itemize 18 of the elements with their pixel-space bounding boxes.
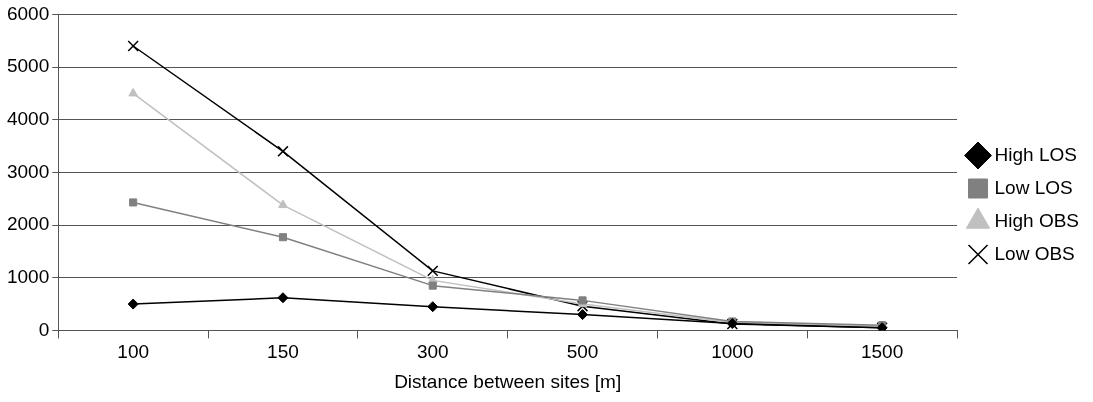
legend-label: Low OBS	[994, 242, 1075, 264]
x-tick-label: 100	[117, 341, 150, 363]
y-tick-label: 3000	[6, 160, 50, 182]
x-axis-title: Distance between sites [m]	[394, 370, 622, 392]
x-tick-label: 500	[566, 341, 599, 363]
y-tick-label: 6000	[6, 2, 50, 24]
legend-label: High LOS	[994, 143, 1077, 165]
x-tick-label: 150	[267, 341, 299, 363]
legend-label: High OBS	[994, 209, 1079, 231]
y-tick-label: 5000	[6, 55, 50, 77]
y-tick-label: 1000	[6, 265, 50, 287]
y-tick-label: 4000	[6, 107, 50, 129]
legend-label: Low LOS	[994, 176, 1073, 198]
y-tick-label: 2000	[6, 213, 50, 235]
x-tick-label: 300	[416, 341, 449, 363]
y-tick-label: 0	[38, 318, 50, 340]
x-tick-label: 1500	[860, 341, 904, 363]
x-tick-label: 1000	[711, 341, 754, 363]
